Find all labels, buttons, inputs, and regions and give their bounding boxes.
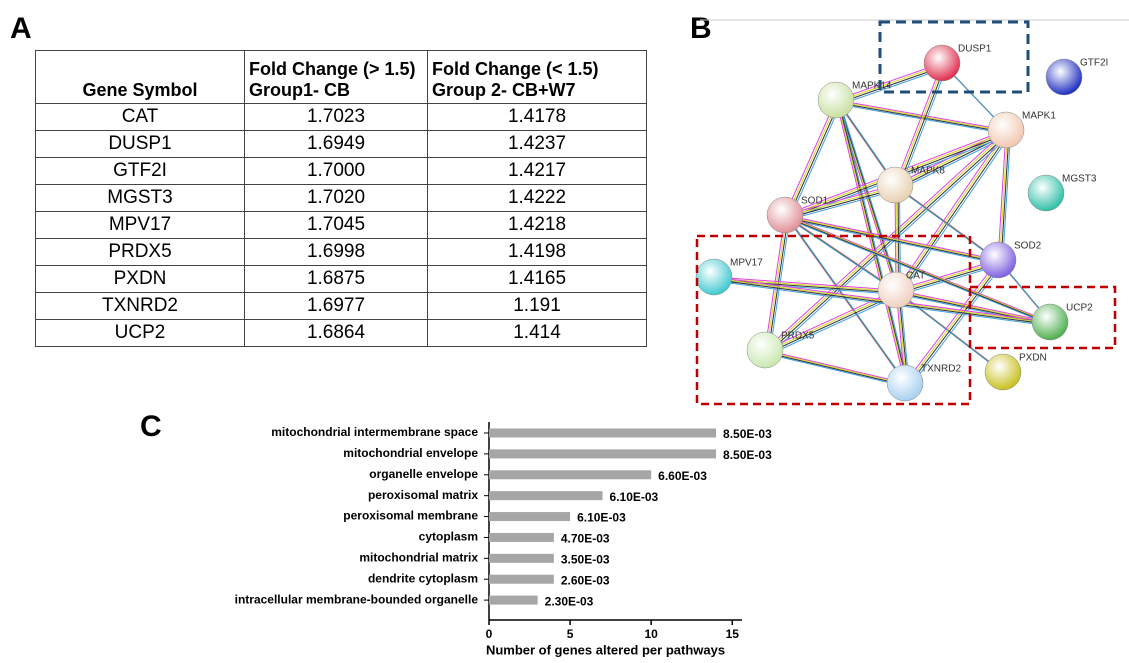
network-node — [924, 45, 960, 81]
node-label: MAPK14 — [852, 81, 892, 92]
bar — [489, 491, 603, 500]
network-edge — [839, 103, 908, 386]
bar — [489, 449, 716, 458]
node-label: DUSP1 — [958, 44, 992, 55]
network-node — [767, 197, 803, 233]
bar-annotation: 6.60E-03 — [658, 469, 707, 483]
network-edge — [836, 100, 1006, 130]
category-label: mitochondrial matrix — [359, 551, 478, 565]
network-node — [1046, 59, 1082, 95]
network-node — [985, 354, 1021, 390]
network-node — [696, 259, 732, 295]
node-label: MGST3 — [1062, 174, 1097, 185]
node-label: CAT — [906, 271, 925, 282]
node-label: SOD2 — [1014, 241, 1042, 252]
bar — [489, 554, 554, 563]
network-edge — [841, 105, 910, 388]
bar-annotation: 6.10E-03 — [610, 490, 659, 504]
node-label: MPV17 — [730, 258, 763, 269]
network-node — [747, 332, 783, 368]
x-tick-label: 15 — [726, 627, 740, 641]
bar-annotation: 8.50E-03 — [723, 427, 772, 441]
bar-annotation: 4.70E-03 — [561, 532, 610, 546]
panel-label: A — [10, 12, 32, 45]
network-edge — [839, 103, 1009, 133]
x-tick-label: 5 — [567, 627, 574, 641]
panel-label: C — [140, 410, 162, 443]
node-label: GTF2I — [1080, 58, 1108, 69]
network-edge — [841, 105, 1011, 135]
node-label: MAPK8 — [911, 166, 945, 177]
x-tick-label: 10 — [644, 627, 658, 641]
figure: A B C DUSP1 GTF2I MAPK14 MAPK1 MAPK8 MGST3 SOD1 SO… — [0, 0, 1129, 663]
network-node — [877, 167, 913, 203]
network-node — [980, 242, 1016, 278]
bar-annotation: 2.60E-03 — [561, 573, 610, 587]
network-node — [988, 112, 1024, 148]
category-label: organelle envelope — [369, 467, 478, 481]
category-label: intracellular membrane-bounded organelle — [235, 592, 479, 606]
node-label: MAPK1 — [1022, 111, 1056, 122]
network-node — [818, 82, 854, 118]
category-label: peroxisomal membrane — [343, 509, 478, 523]
network-node — [1032, 304, 1068, 340]
bar — [489, 512, 570, 521]
bar-annotation: 2.30E-03 — [545, 594, 594, 608]
category-label: mitochondrial envelope — [343, 446, 478, 460]
network-edge — [838, 102, 1008, 132]
bar-annotation: 8.50E-03 — [723, 448, 772, 462]
node-label: SOD1 — [801, 196, 829, 207]
node-label: PXDN — [1019, 353, 1047, 364]
bar — [489, 575, 554, 584]
node-label: UCP2 — [1066, 303, 1093, 314]
bar — [489, 429, 716, 438]
x-tick-label: 0 — [486, 627, 493, 641]
network-edge — [765, 350, 905, 383]
page: Gene SymbolFold Change (> 1.5)Group1- CB… — [0, 0, 1129, 663]
category-label: peroxisomal matrix — [368, 488, 478, 502]
category-label: cytoplasm — [419, 530, 478, 544]
bar — [489, 533, 554, 542]
network-node — [1028, 175, 1064, 211]
bar-annotation: 6.10E-03 — [577, 511, 626, 525]
category-label: mitochondrial intermembrane space — [271, 425, 478, 439]
panel-label: B — [690, 12, 712, 45]
node-label: PRDX5 — [781, 331, 815, 342]
bar — [489, 470, 651, 479]
bar-annotation: 3.50E-03 — [561, 553, 610, 567]
x-axis-label: Number of genes altered per pathways — [486, 642, 725, 657]
bar — [489, 596, 538, 605]
network-node — [887, 365, 923, 401]
category-label: dendrite cytoplasm — [368, 571, 478, 585]
node-label: TXNRD2 — [921, 364, 961, 375]
